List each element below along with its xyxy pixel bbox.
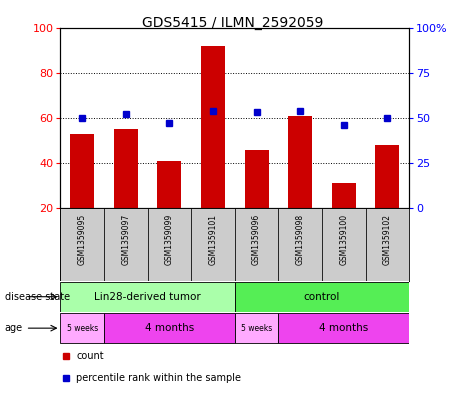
Bar [235, 208, 279, 281]
Text: GSM1359102: GSM1359102 [383, 214, 392, 265]
Text: GSM1359097: GSM1359097 [121, 214, 130, 265]
Text: 5 weeks: 5 weeks [241, 324, 272, 332]
Bar [148, 208, 191, 281]
Bar [70, 134, 94, 208]
Text: GSM1359096: GSM1359096 [252, 214, 261, 265]
Bar [375, 145, 399, 208]
Bar [332, 184, 356, 208]
Text: 4 months: 4 months [319, 323, 368, 333]
Bar [60, 208, 104, 281]
Bar [104, 313, 235, 343]
Bar [60, 282, 235, 312]
Bar [245, 149, 269, 208]
Bar [158, 161, 181, 208]
Bar [279, 208, 322, 281]
Bar [365, 208, 409, 281]
Bar [104, 208, 147, 281]
Text: GSM1359098: GSM1359098 [296, 214, 305, 265]
Bar [288, 116, 312, 208]
Text: GSM1359100: GSM1359100 [339, 214, 348, 265]
Text: GSM1359099: GSM1359099 [165, 214, 174, 265]
Bar [279, 313, 409, 343]
Text: GDS5415 / ILMN_2592059: GDS5415 / ILMN_2592059 [142, 16, 323, 30]
Bar [114, 129, 138, 208]
Text: count: count [76, 351, 104, 361]
Text: GSM1359095: GSM1359095 [78, 214, 87, 265]
Text: control: control [304, 292, 340, 302]
Bar [201, 46, 225, 208]
Text: 5 weeks: 5 weeks [66, 324, 98, 332]
Text: Lin28-derived tumor: Lin28-derived tumor [94, 292, 201, 302]
Text: GSM1359101: GSM1359101 [208, 214, 218, 265]
Bar [322, 208, 365, 281]
Bar [235, 313, 279, 343]
Bar [60, 313, 104, 343]
Bar [191, 208, 235, 281]
Bar [235, 282, 409, 312]
Text: percentile rank within the sample: percentile rank within the sample [76, 373, 241, 383]
Text: age: age [5, 323, 23, 333]
Text: disease state: disease state [5, 292, 70, 302]
Text: 4 months: 4 months [145, 323, 194, 333]
